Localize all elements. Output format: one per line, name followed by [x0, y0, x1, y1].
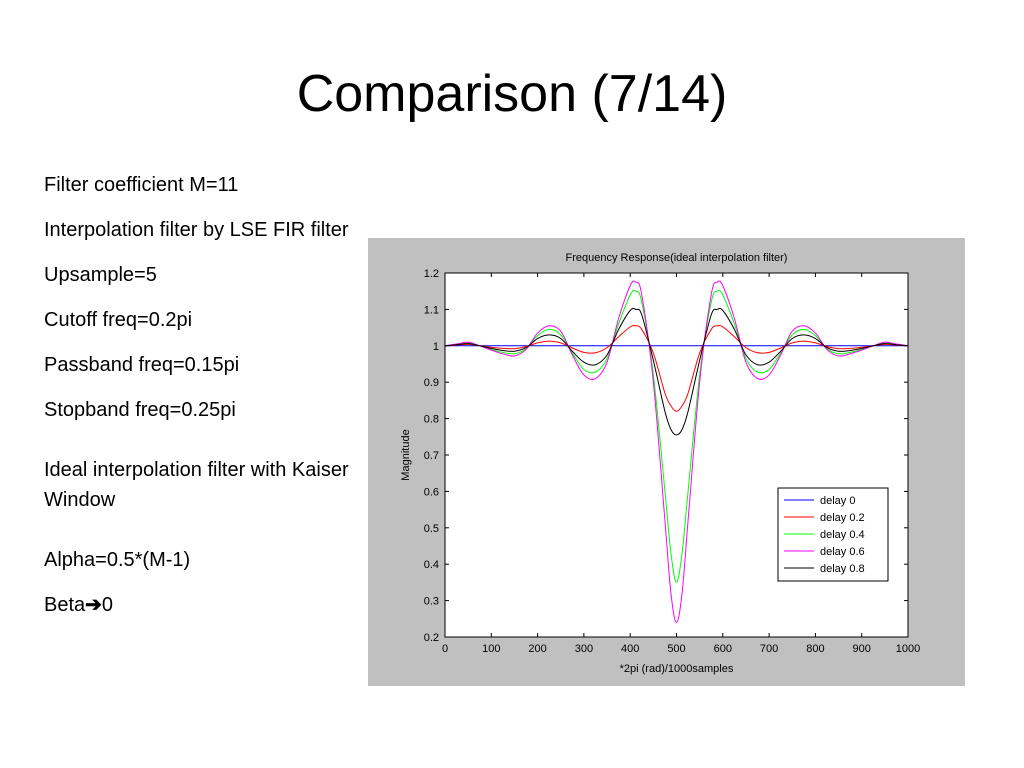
legend: delay 0 delay 0.2 delay 0.4 delay 0.6 delay …	[777, 487, 889, 582]
x-tick-label: 300	[575, 643, 593, 655]
x-axis-label: *2pi (rad)/1000samples	[620, 663, 734, 675]
bullet-item-beta: Beta➔0	[44, 590, 354, 620]
legend-label: delay 0.8	[820, 563, 865, 575]
x-tick-label: 900	[853, 643, 871, 655]
right-arrow-icon: ➔	[85, 594, 102, 616]
y-tick-label: 0.9	[424, 377, 439, 389]
legend-label: delay 0.6	[820, 546, 865, 558]
plot-frame	[444, 272, 909, 638]
series-line	[444, 307, 909, 436]
series-lines	[444, 280, 909, 623]
slide-title: Comparison (7/14)	[296, 65, 728, 123]
chart-figure: Frequency Response(ideal interpolation f…	[368, 238, 965, 686]
chart-title: Frequency Response(ideal interpolation f…	[566, 252, 788, 264]
beta-label: Beta	[44, 594, 86, 616]
y-tick-label: 0.2	[424, 632, 439, 644]
bullet-item: Stopband freq=0.25pi	[44, 399, 236, 421]
bullet-item: Ideal interpolation filter with Kaiser W…	[44, 459, 349, 511]
y-tick-label: 0.8	[424, 414, 439, 426]
y-tick-label: 1.2	[424, 268, 439, 280]
x-tick-label: 100	[482, 643, 500, 655]
bullet-item: Cutoff freq=0.2pi	[44, 309, 193, 331]
bullet-item: Interpolation filter by LSE FIR filter	[44, 219, 349, 241]
bullet-item: Alpha=0.5*(M-1)	[44, 549, 191, 571]
y-tick-label: 0.6	[424, 486, 439, 498]
series-line	[444, 280, 909, 623]
axis-ticks: 0 100 200 300 400 500 600 700 800 900 1000 0.2 0.3 0.…	[424, 268, 921, 655]
y-tick-label: 0.3	[424, 596, 439, 608]
bullet-item: Filter coefficient M=11	[44, 174, 239, 196]
beta-value: 0	[101, 594, 114, 616]
x-tick-label: 1000	[896, 643, 920, 655]
bullet-item: Upsample=5	[44, 264, 157, 286]
x-tick-label: 500	[667, 643, 685, 655]
y-tick-label: 0.7	[424, 450, 439, 462]
bullet-item: Passband freq=0.15pi	[44, 354, 240, 376]
x-tick-label: 400	[621, 643, 639, 655]
legend-label: delay 0.2	[820, 512, 865, 524]
y-tick-label: 0.5	[424, 523, 439, 535]
x-tick-label: 200	[528, 643, 546, 655]
y-tick-label: 0.4	[424, 559, 439, 571]
x-tick-label: 700	[760, 643, 778, 655]
frequency-response-chart: Frequency Response(ideal interpolation f…	[400, 252, 921, 675]
y-axis-label: Magnitude	[400, 429, 412, 480]
y-tick-label: 1	[433, 341, 439, 353]
legend-label: delay 0	[820, 495, 855, 507]
legend-label: delay 0.4	[820, 529, 865, 541]
x-tick-label: 0	[442, 643, 448, 655]
bullet-list: Filter coefficient M=11 Interpolation fi…	[44, 170, 354, 635]
x-tick-label: 800	[806, 643, 824, 655]
x-tick-label: 600	[714, 643, 732, 655]
y-tick-label: 1.1	[424, 304, 439, 316]
